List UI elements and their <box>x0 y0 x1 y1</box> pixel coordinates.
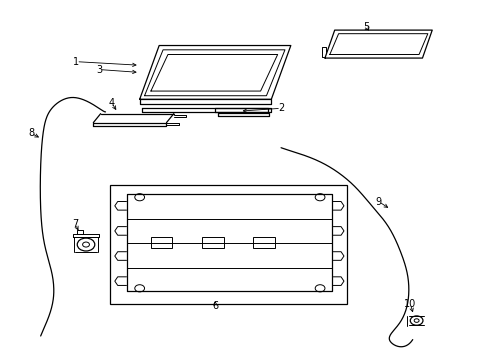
Bar <box>110 185 346 304</box>
Text: 2: 2 <box>277 103 284 113</box>
Text: 3: 3 <box>96 64 102 75</box>
Text: 4: 4 <box>109 98 115 108</box>
Text: 10: 10 <box>404 299 416 309</box>
Text: 6: 6 <box>212 301 218 311</box>
Bar <box>202 237 223 248</box>
Text: 8: 8 <box>28 129 35 138</box>
Bar <box>253 237 274 248</box>
Text: 5: 5 <box>363 22 369 32</box>
Bar <box>151 237 172 248</box>
Text: 9: 9 <box>375 197 381 207</box>
Text: 7: 7 <box>72 219 78 229</box>
Text: 1: 1 <box>73 57 79 67</box>
